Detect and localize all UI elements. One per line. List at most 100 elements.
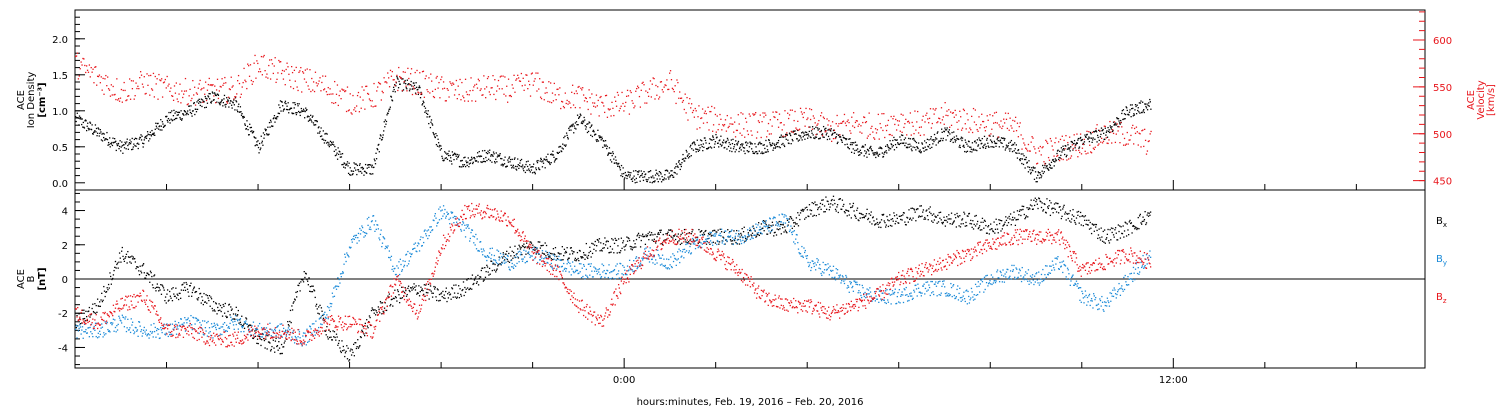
bx-point	[700, 230, 702, 233]
velocity-point	[319, 77, 321, 79]
density-point	[636, 171, 639, 173]
bx-point	[305, 273, 307, 275]
bx-point	[448, 291, 450, 294]
density-point	[206, 102, 209, 104]
bx-point	[971, 226, 973, 229]
density-point	[844, 143, 846, 146]
bx-point	[927, 219, 929, 221]
bx-point	[832, 195, 835, 197]
velocity-point	[764, 112, 766, 114]
by-point	[182, 323, 184, 325]
bx-point	[296, 296, 298, 298]
velocity-point	[162, 82, 165, 84]
velocity-point	[396, 74, 398, 77]
velocity-point	[366, 92, 369, 95]
bx-point	[1138, 215, 1141, 217]
bx-point	[898, 215, 901, 218]
density-point	[681, 158, 684, 160]
density-point	[800, 132, 803, 134]
bx-point	[1147, 212, 1149, 214]
bx-point	[1138, 228, 1140, 230]
velocity-point	[75, 55, 78, 57]
density-point	[152, 134, 155, 136]
density-point	[461, 159, 463, 162]
density-point	[398, 80, 400, 83]
density-point	[468, 163, 471, 165]
velocity-point	[760, 136, 762, 139]
density-point	[85, 129, 88, 132]
velocity-point	[1040, 154, 1042, 156]
velocity-point	[247, 63, 249, 65]
bx-point	[143, 272, 145, 274]
bx-point	[983, 227, 985, 229]
bx-point	[519, 248, 522, 250]
velocity-point	[538, 88, 540, 90]
density-point	[757, 152, 759, 155]
density-point	[1091, 141, 1093, 144]
velocity-point	[163, 81, 166, 83]
density-point	[597, 129, 599, 131]
density-point	[109, 137, 111, 139]
velocity-point	[1077, 156, 1079, 158]
bx-point	[676, 235, 678, 237]
velocity-point	[798, 129, 800, 131]
density-point	[933, 133, 936, 136]
velocity-point	[530, 73, 533, 75]
velocity-point	[940, 107, 943, 109]
velocity-point	[583, 100, 586, 102]
velocity-point	[551, 92, 554, 94]
bx-point	[195, 290, 198, 293]
density-point	[961, 137, 964, 139]
density-point	[327, 141, 329, 143]
bx-point	[855, 217, 857, 219]
density-point	[375, 158, 378, 160]
bx-point	[708, 233, 710, 236]
velocity-point	[1148, 140, 1150, 142]
density-point	[670, 170, 672, 172]
bx-point	[670, 236, 673, 238]
density-point	[1034, 167, 1036, 169]
density-point	[1048, 169, 1050, 171]
velocity-point	[82, 57, 84, 60]
bx-point	[704, 230, 706, 233]
velocity-point	[430, 73, 432, 75]
bx-point	[417, 292, 419, 294]
density-point	[215, 94, 217, 97]
velocity-point	[496, 90, 498, 92]
density-point	[585, 126, 588, 128]
velocity-point	[1056, 155, 1058, 157]
velocity-point	[1076, 133, 1078, 135]
velocity-point	[216, 78, 219, 80]
velocity-point	[985, 126, 987, 128]
density-point	[1024, 167, 1026, 169]
bx-point	[517, 257, 520, 259]
density-point	[556, 158, 558, 160]
velocity-point	[479, 89, 481, 92]
velocity-point	[399, 75, 401, 78]
density-point	[687, 157, 690, 159]
density-point	[190, 105, 192, 107]
density-point	[330, 141, 333, 144]
density-point	[327, 144, 329, 146]
density-point	[498, 154, 501, 156]
velocity-point	[889, 133, 891, 136]
bx-point	[672, 235, 675, 237]
density-point	[867, 149, 869, 151]
density-point	[317, 127, 320, 129]
density-point	[800, 137, 802, 139]
velocity-point	[1123, 137, 1126, 140]
velocity-point	[729, 123, 731, 125]
density-point	[885, 150, 887, 152]
bx-point	[957, 215, 959, 217]
density-point	[1105, 131, 1108, 133]
velocity-point	[863, 116, 865, 118]
velocity-point	[755, 137, 758, 139]
density-point	[463, 164, 466, 166]
density-point	[766, 149, 769, 151]
density-point	[629, 176, 631, 178]
density-point	[731, 142, 734, 145]
density-point	[646, 180, 648, 183]
bx-point	[852, 205, 854, 207]
velocity-point	[274, 57, 276, 59]
bx-point	[1011, 216, 1014, 219]
